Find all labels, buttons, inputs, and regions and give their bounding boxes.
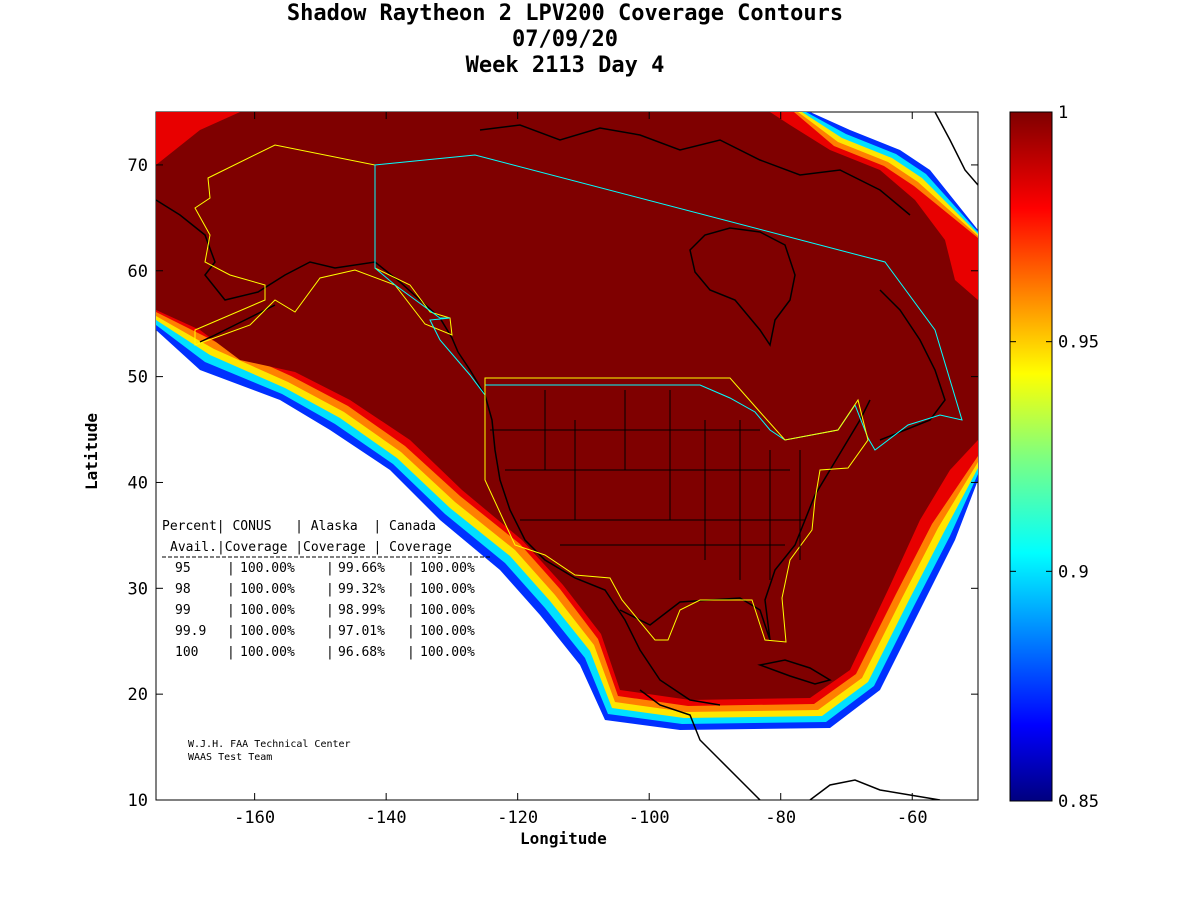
y-tick-label: 50 — [128, 368, 148, 388]
row-separator: | — [407, 624, 415, 639]
table-header-1: Percent| CONUS | Alaska | Canada — [162, 519, 436, 534]
state-line — [490, 429, 805, 546]
row-alaska: 99.66% — [338, 561, 385, 576]
alaska-coast — [156, 199, 459, 353]
row-canada: 100.00% — [420, 624, 475, 639]
row-alaska: 99.32% — [338, 582, 385, 597]
table-row: 98 | 100.00% | 99.32% | 100.00% — [175, 582, 475, 597]
x-tick-label: -60 — [897, 808, 928, 828]
row-alaska: 98.99% — [338, 603, 385, 618]
x-tick-label: -140 — [366, 808, 407, 828]
us-state-lines — [490, 390, 805, 580]
row-separator: | — [227, 624, 235, 639]
row-conus: 100.00% — [240, 582, 295, 597]
row-conus: 100.00% — [240, 624, 295, 639]
cuba-coast — [757, 659, 832, 685]
row-conus: 100.00% — [240, 561, 295, 576]
coverage-core — [156, 112, 978, 700]
y-tick-label: 40 — [128, 473, 148, 493]
table-rows: 95 | 100.00% | 99.66% | 100.00% 98 | 100.00% | 99.3… — [175, 561, 475, 660]
table-row: 100 | 100.00% | 96.68% | 100.00% — [175, 645, 475, 660]
colorbar — [1009, 111, 1053, 802]
row-percent: 98 — [175, 582, 191, 597]
labrador-coast — [879, 289, 946, 441]
row-percent: 99 — [175, 603, 191, 618]
row-alaska: 96.68% — [338, 645, 385, 660]
table-row: 99 | 100.00% | 98.99% | 100.00% — [175, 603, 475, 618]
title-block: Shadow Raytheon 2 LPV200 Coverage Contou… — [0, 0, 1130, 79]
row-separator: | — [326, 603, 334, 618]
colorbar-tick-label: 0.85 — [1058, 792, 1099, 812]
south-america-coast — [809, 779, 941, 800]
table-row: 95 | 100.00% | 99.66% | 100.00% — [175, 561, 475, 576]
row-separator: | — [227, 561, 235, 576]
region-boundaries — [194, 144, 963, 643]
arctic-islands — [479, 124, 911, 216]
aleutians-coast — [199, 304, 276, 343]
row-percent: 99.9 — [175, 624, 206, 639]
x-tick-label: -160 — [234, 808, 275, 828]
row-separator: | — [227, 603, 235, 618]
x-axis: -160 -140 -120 -100 -80 -60 — [234, 112, 928, 828]
row-percent: 100 — [175, 645, 198, 660]
greenland-coast — [934, 112, 978, 186]
row-conus: 100.00% — [240, 603, 295, 618]
x-tick-label: -100 — [629, 808, 670, 828]
y-tick-label: 60 — [128, 262, 148, 282]
table-row: 99.9 | 100.00% | 97.01% | 100.00% — [175, 624, 475, 639]
coverage-table: Percent| CONUS | Alaska | Canada Avail.|… — [162, 519, 490, 660]
y-tick-label: 10 — [128, 791, 148, 811]
row-separator: | — [407, 582, 415, 597]
row-alaska: 97.01% — [338, 624, 385, 639]
credit-line-2: WAAS Test Team — [188, 752, 272, 763]
x-axis-label: Longitude — [520, 829, 607, 848]
canada-boundary — [374, 154, 963, 451]
alaska-boundary — [194, 144, 453, 346]
row-separator: | — [326, 645, 334, 660]
y-tick-label: 30 — [128, 579, 148, 599]
y-axis: 10 20 30 40 50 60 70 — [128, 156, 978, 811]
row-canada: 100.00% — [420, 582, 475, 597]
row-separator: | — [227, 582, 235, 597]
row-separator: | — [326, 582, 334, 597]
north-america-west-coast — [457, 351, 721, 706]
conus-boundary — [484, 377, 869, 643]
row-separator: | — [407, 645, 415, 660]
gulf-coast — [619, 399, 871, 641]
row-separator: | — [326, 624, 334, 639]
x-tick-label: -120 — [497, 808, 538, 828]
colorbar-tick-label: 1 — [1058, 103, 1068, 123]
row-separator: | — [227, 645, 235, 660]
row-canada: 100.00% — [420, 645, 475, 660]
credit-line-1: W.J.H. FAA Technical Center — [188, 739, 351, 750]
row-conus: 100.00% — [240, 645, 295, 660]
table-header-2: Avail.|Coverage |Coverage | Coverage — [170, 540, 452, 555]
coastlines — [156, 112, 978, 800]
row-separator: | — [326, 561, 334, 576]
row-canada: 100.00% — [420, 603, 475, 618]
colorbar-ticks: 1 0.95 0.9 0.85 — [1010, 103, 1099, 812]
y-tick-label: 70 — [128, 156, 148, 176]
colorbar-tick-label: 0.9 — [1058, 562, 1089, 582]
chart-title: Shadow Raytheon 2 LPV200 Coverage Contou… — [286, 1, 844, 26]
row-separator: | — [407, 603, 415, 618]
row-percent: 95 — [175, 561, 191, 576]
hudson-bay — [689, 227, 796, 347]
y-axis-label: Latitude — [82, 412, 101, 490]
row-canada: 100.00% — [420, 561, 475, 576]
y-tick-label: 20 — [128, 685, 148, 705]
chart-date: 07/09/20 — [512, 27, 618, 52]
central-america-coast — [639, 689, 761, 800]
x-tick-label: -80 — [765, 808, 796, 828]
row-separator: | — [407, 561, 415, 576]
chart-week: Week 2113 Day 4 — [465, 53, 665, 78]
colorbar-tick-label: 0.95 — [1058, 333, 1099, 353]
